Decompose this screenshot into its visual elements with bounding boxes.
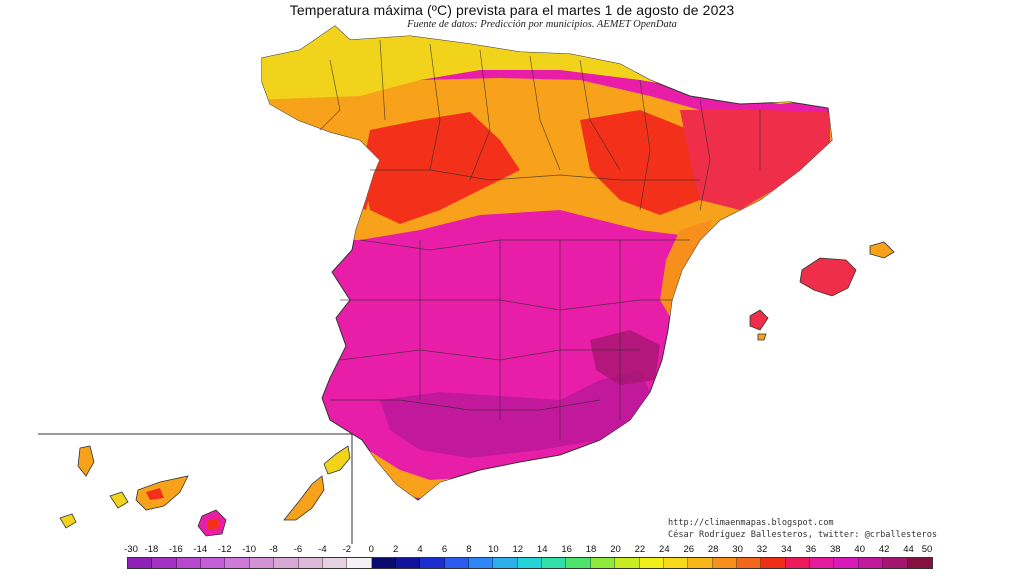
legend-tick-label: 22 — [634, 544, 646, 555]
legend-swatch — [810, 558, 835, 568]
legend-swatch — [493, 558, 518, 568]
legend-swatch — [590, 558, 616, 568]
legend-swatch — [152, 558, 177, 568]
legend-swatch — [907, 558, 932, 568]
gran-canaria-core — [208, 518, 220, 530]
legend-swatch — [444, 558, 470, 568]
legend-tick-label: 32 — [756, 544, 768, 555]
author-credit: César Rodríguez Ballesteros, twitter: @c… — [668, 530, 938, 540]
legend-swatch — [469, 558, 494, 568]
legend-tick-label: 18 — [585, 544, 597, 555]
menorca — [869, 241, 895, 259]
legend-tick-label: 50 — [921, 544, 933, 555]
legend-swatch — [639, 558, 664, 568]
legend-tick-label: 38 — [830, 544, 841, 555]
inset-frame — [38, 433, 353, 544]
legend-swatch — [201, 558, 226, 568]
tenerife-hot-core — [146, 488, 164, 500]
legend-swatch — [688, 558, 713, 568]
legend-swatch — [712, 558, 737, 568]
legend-swatch — [542, 558, 567, 568]
legend-tick-label: 2 — [393, 544, 399, 555]
legend-tick-label: 12 — [512, 544, 524, 555]
south-coast-zone — [366, 450, 560, 500]
murcia-extreme-zone — [590, 330, 660, 385]
legend-swatch — [395, 558, 421, 568]
la-gomera — [109, 491, 129, 509]
formentera — [757, 333, 767, 341]
catalonia-zone — [680, 110, 830, 210]
legend-tick-label: 34 — [781, 544, 792, 555]
legend-swatch — [761, 558, 786, 568]
ebro-hot-zone — [580, 110, 720, 215]
legend-swatch — [347, 558, 372, 568]
blog-credit: http://climaenmapas.blogspot.com — [668, 518, 834, 528]
legend-tick-label: 16 — [561, 544, 572, 555]
province-borders — [319, 39, 761, 440]
legend-tick-label: 28 — [707, 544, 719, 555]
legend-tick-label: 10 — [488, 544, 499, 555]
legend-swatch — [858, 558, 884, 568]
fuerteventura — [283, 475, 325, 521]
legend-swatch — [371, 558, 396, 568]
legend-swatch — [249, 558, 275, 568]
legend-tick-label: -18 — [144, 544, 159, 555]
ibiza — [749, 309, 769, 331]
legend-swatch — [785, 558, 811, 568]
legend-tick-labels: -30 -18 -16 -14 -12 -10 -8 -6 -4 -2 0 2 4 6 8 10 12 14 16 1… — [124, 544, 933, 557]
legend-swatch — [517, 558, 543, 568]
legend-tick-label: 0 — [368, 544, 374, 555]
legend-tick-label: -16 — [168, 544, 183, 555]
legend-tick-label: -30 — [124, 544, 138, 555]
legend-tick-label: 20 — [610, 544, 621, 555]
canary-islands-inset — [38, 433, 353, 544]
la-palma — [77, 445, 95, 477]
legend-tick-label: 40 — [854, 544, 866, 555]
guadalquivir-extreme-zone — [380, 370, 650, 458]
legend-tick-label: -6 — [293, 544, 303, 555]
legend-tick-label: 8 — [466, 544, 472, 555]
legend-swatch — [128, 558, 153, 568]
legend-swatch — [322, 558, 348, 568]
legend-tick-label: 14 — [536, 544, 548, 555]
legend-swatch — [298, 558, 323, 568]
legend-swatch — [834, 558, 859, 568]
legend-swatch — [736, 558, 762, 568]
legend-swatch — [663, 558, 689, 568]
el-hierro — [59, 513, 77, 529]
legend-tick-label: 36 — [805, 544, 817, 555]
legend-tick-label: -10 — [242, 544, 256, 555]
color-legend: -30 -18 -16 -14 -12 -10 -8 -6 -4 -2 0 2 4 6 8 10 12 14 16 1… — [124, 544, 933, 576]
legend-tick-label: 4 — [417, 544, 423, 555]
legend-tick-label: 44 — [903, 544, 914, 555]
legend-tick-label: -8 — [269, 544, 278, 555]
legend-swatch — [225, 558, 250, 568]
legend-tick-label: 42 — [878, 544, 890, 555]
map-title: Temperatura máxima (ºC) prevista para el… — [289, 2, 735, 18]
spain-mainland — [261, 25, 833, 501]
mallorca — [799, 257, 857, 297]
lanzarote — [323, 445, 351, 475]
legend-color-bar — [127, 557, 933, 569]
legend-tick-label: -12 — [217, 544, 232, 555]
legend-tick-label: -2 — [342, 544, 352, 555]
legend-swatch — [615, 558, 640, 568]
map-subtitle: Fuente de datos: Predicción por municipi… — [407, 19, 677, 30]
balearic-islands — [749, 241, 895, 341]
legend-swatch — [566, 558, 591, 568]
castilla-hot-zone — [362, 112, 520, 224]
legend-tick-label: 6 — [441, 544, 448, 555]
legend-tick-label: -14 — [193, 544, 208, 555]
legend-swatch — [176, 558, 202, 568]
legend-tick-label: 24 — [659, 544, 670, 555]
legend-tick-label: 30 — [732, 544, 743, 555]
legend-swatch — [883, 558, 908, 568]
legend-swatch — [274, 558, 299, 568]
legend-tick-label: -4 — [318, 544, 327, 555]
legend-tick-label: 26 — [683, 544, 695, 555]
legend-swatch — [420, 558, 445, 568]
